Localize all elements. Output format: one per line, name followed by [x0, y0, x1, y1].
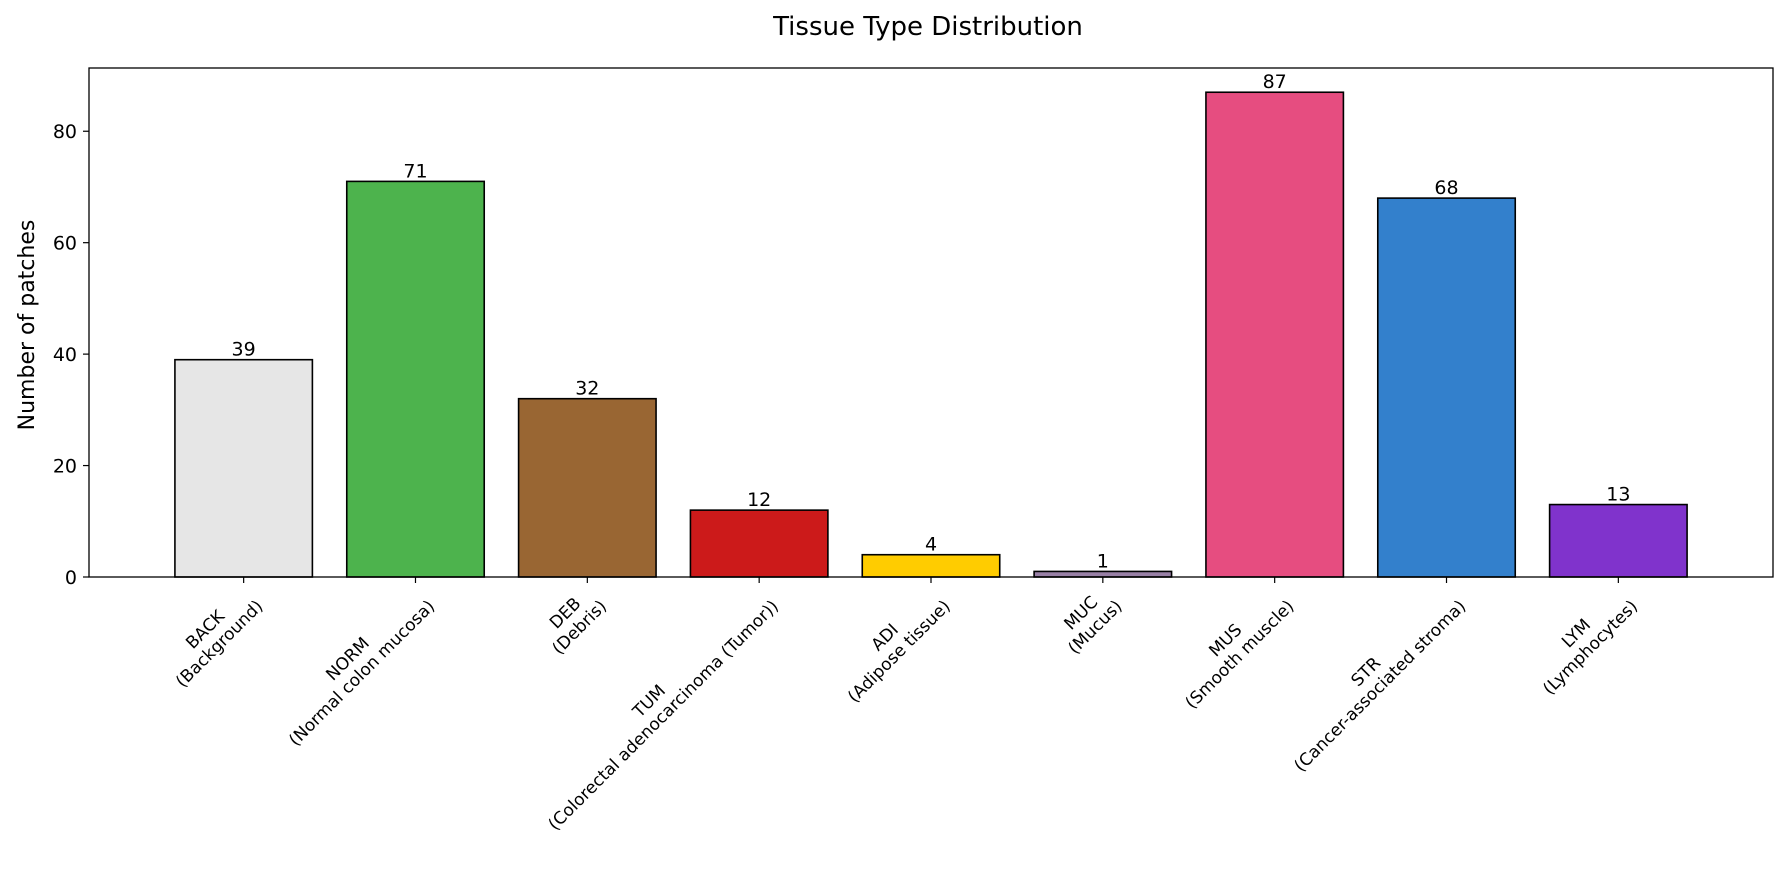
x-axis: BACK(Background) NORM(Normal colon mucosa… [158, 577, 1642, 835]
bar-mus [1205, 91, 1345, 578]
x-tick-label-text: BACK(Background) [158, 582, 267, 691]
x-tick-label-adi: ADI(Adipose tissue) [830, 582, 955, 708]
x-tick-label-text: NORM(Normal colon mucosa) [271, 582, 439, 750]
bar-adi [861, 553, 1001, 578]
bar-lym [1548, 503, 1688, 578]
x-tick-label-lym: LYM(Lymphocytes) [1525, 582, 1642, 700]
y-tick-label: 80 [53, 121, 77, 143]
x-tick-label-text: LYM(Lymphocytes) [1525, 582, 1642, 699]
data-label-adi: 4 [925, 534, 937, 556]
bar-str [1376, 197, 1517, 578]
y-axis: 0 20 40 60 80 [53, 121, 89, 589]
bar-back [174, 358, 314, 578]
y-tick-label: 60 [53, 233, 77, 255]
chart-title: Tissue Type Distribution [772, 12, 1083, 42]
data-labels-layer: 39 71 32 12 4 1 87 68 13 [232, 71, 1631, 572]
data-label-mus: 87 [1263, 71, 1287, 93]
x-tick-label-muc: MUC(Mucus) [1050, 582, 1127, 659]
x-tick-label-deb: DEB(Debris) [535, 582, 612, 659]
x-tick-label-text: ADI(Adipose tissue) [830, 582, 955, 707]
data-label-str: 68 [1434, 177, 1458, 199]
data-label-back: 39 [232, 339, 256, 361]
plot-frame [88, 67, 1774, 578]
x-tick-label-mus: MUS(Smooth muscle) [1168, 582, 1299, 714]
bar-tum [689, 509, 829, 578]
y-tick-label: 40 [53, 344, 77, 366]
bar-norm [345, 180, 486, 578]
bar-deb [517, 397, 657, 578]
x-tick-label-str: STR(Cancer-associated stroma) [1276, 582, 1471, 777]
x-tick-label-text: MUC(Mucus) [1050, 582, 1126, 658]
x-tick-label-text: MUS(Smooth muscle) [1168, 582, 1299, 713]
y-tick-label: 20 [53, 456, 77, 478]
data-label-deb: 32 [575, 378, 599, 400]
data-label-lym: 13 [1606, 484, 1630, 506]
bars-layer [174, 91, 1688, 578]
y-tick-label: 0 [65, 567, 77, 589]
data-label-tum: 12 [747, 489, 771, 511]
x-tick-label-text: STR(Cancer-associated stroma) [1276, 582, 1470, 776]
data-label-norm: 71 [403, 160, 427, 182]
y-axis-label: Number of patches [15, 220, 40, 431]
x-tick-label-norm: NORM(Normal colon mucosa) [271, 582, 439, 751]
x-tick-label-back: BACK(Background) [158, 582, 267, 692]
data-label-muc: 1 [1097, 550, 1109, 572]
x-tick-label-text: DEB(Debris) [535, 582, 612, 659]
